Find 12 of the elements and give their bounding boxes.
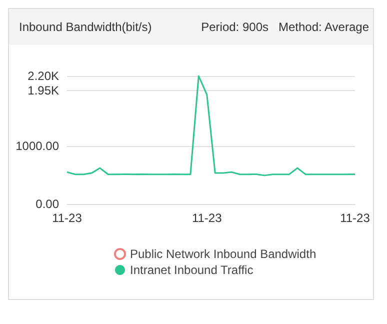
x-tick-label: 11-23 — [52, 211, 82, 225]
x-tick-label: 11-23 — [192, 211, 222, 225]
legend-label: Public Network Inbound Bandwidth — [130, 247, 316, 261]
line-series — [66, 75, 356, 176]
chart-title: Inbound Bandwidth(bit/s) — [19, 20, 152, 34]
y-tick-label: 0.00 — [36, 197, 60, 211]
legend-label: Intranet Inbound Traffic — [130, 263, 254, 277]
y-tick-label: 2.20K — [28, 69, 59, 83]
y-tick-label: 1000.00 — [16, 138, 60, 153]
x-tick-label: 11-23 — [340, 211, 370, 225]
chart-subtitle: Period: 900s Method: Average — [201, 20, 369, 34]
y-tick-label: 1.95K — [28, 84, 59, 98]
